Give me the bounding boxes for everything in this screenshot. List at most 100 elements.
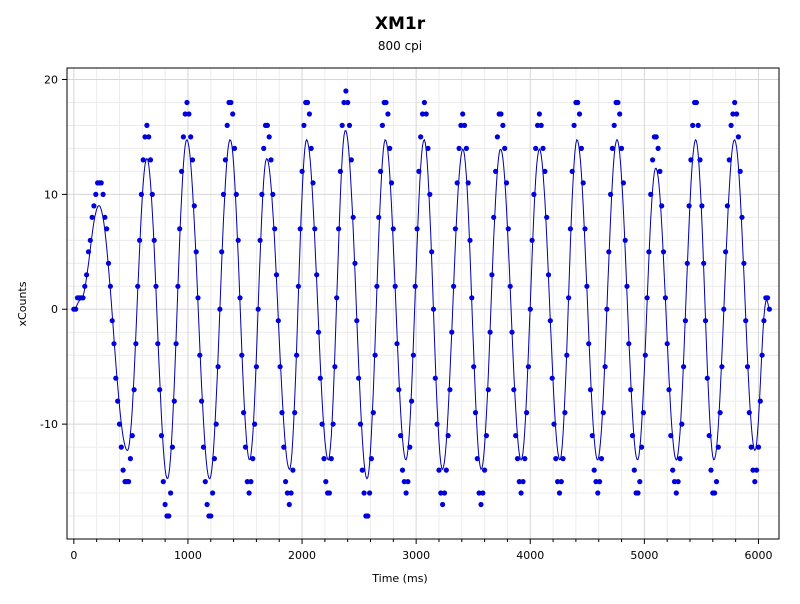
data-point [744, 364, 751, 370]
data-point [330, 421, 336, 427]
data-point [409, 398, 415, 404]
data-point [520, 479, 526, 485]
data-point [726, 157, 732, 163]
data-point [93, 191, 99, 197]
data-point [171, 398, 177, 404]
data-point [529, 237, 535, 243]
data-point [286, 501, 292, 508]
data-point [264, 122, 270, 128]
data-point [162, 501, 168, 508]
data-point [533, 145, 539, 151]
data-point [235, 237, 241, 243]
data-point [104, 226, 110, 232]
data-point [346, 122, 353, 128]
data-point [294, 352, 300, 358]
data-point [518, 490, 524, 496]
data-point [743, 318, 749, 324]
data-point [724, 203, 731, 209]
data-point [252, 421, 258, 427]
data-point [447, 387, 453, 393]
data-point [606, 249, 612, 255]
data-point [493, 168, 499, 174]
data-point [250, 456, 256, 462]
data-point [138, 191, 144, 197]
data-point [261, 145, 267, 151]
data-point [237, 295, 243, 301]
data-point [388, 180, 395, 186]
data-point [151, 237, 157, 243]
data-point [719, 364, 725, 370]
data-point [208, 513, 214, 519]
data-point [595, 490, 601, 496]
data-point [690, 122, 696, 128]
data-point [566, 295, 572, 301]
data-point [292, 410, 298, 416]
data-point [440, 501, 446, 508]
data-point [372, 352, 378, 358]
data-point [199, 398, 205, 404]
data-point [759, 352, 765, 358]
data-point [315, 329, 322, 335]
data-point [259, 191, 265, 197]
data-point [608, 191, 614, 197]
data-point [591, 467, 597, 473]
data-point [746, 410, 752, 416]
data-point [660, 249, 667, 255]
data-point [622, 237, 628, 243]
data-point [195, 295, 201, 301]
data-point [306, 111, 312, 117]
data-point [659, 203, 665, 209]
data-point [301, 122, 307, 128]
data-point [555, 479, 561, 485]
data-point [637, 479, 643, 485]
data-point [219, 249, 225, 255]
data-point [312, 226, 318, 232]
data-point [184, 99, 190, 106]
data-point [513, 433, 519, 439]
data-point [626, 341, 632, 347]
data-point [255, 306, 261, 312]
data-point [653, 134, 659, 140]
data-point [348, 157, 354, 163]
data-point [266, 134, 272, 140]
data-point [587, 387, 594, 393]
plot-frame [66, 67, 780, 540]
data-point [231, 145, 238, 151]
data-point [153, 283, 159, 289]
data-point [370, 410, 376, 416]
data-point [169, 444, 175, 450]
data-point [304, 99, 311, 106]
data-point [584, 283, 590, 289]
data-point [215, 364, 221, 370]
data-point [644, 295, 650, 301]
data-point [392, 283, 398, 289]
data-point [445, 433, 451, 439]
data-point [498, 111, 504, 117]
data-point [429, 249, 435, 255]
data-point [328, 456, 334, 462]
data-point [310, 180, 316, 186]
data-point [168, 490, 174, 496]
data-point [560, 456, 566, 462]
series-xcounts [71, 88, 773, 519]
data-point [712, 490, 718, 496]
data-point [474, 456, 480, 462]
data-point [332, 364, 338, 370]
data-point [283, 479, 289, 485]
data-point [505, 226, 511, 232]
data-point [556, 490, 563, 496]
data-point [542, 168, 548, 174]
data-point [281, 444, 287, 450]
data-point [708, 467, 714, 473]
data-point [701, 260, 707, 266]
data-point [147, 157, 154, 163]
data-point [339, 122, 345, 128]
data-point [228, 99, 234, 106]
data-point [222, 157, 228, 163]
data-point [757, 398, 763, 404]
data-point [425, 145, 431, 151]
data-point [547, 318, 553, 324]
data-point [120, 467, 126, 473]
data-point [575, 99, 581, 106]
